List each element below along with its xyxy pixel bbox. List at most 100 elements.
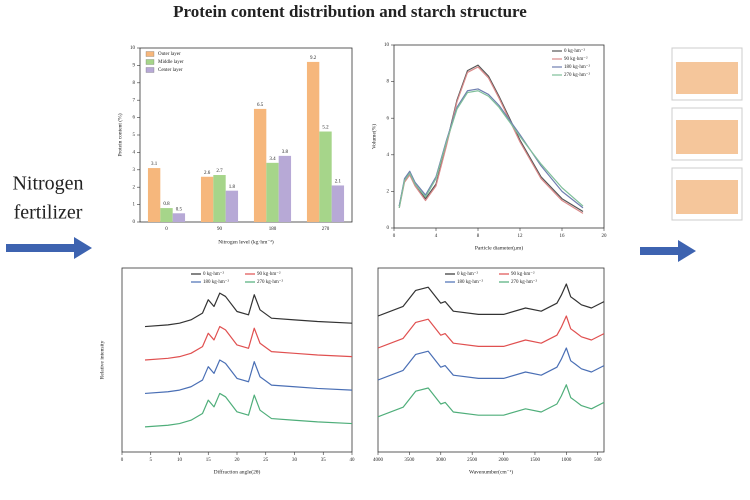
legend-label: 0 kg·hm⁻²	[457, 271, 478, 277]
bar	[160, 208, 173, 222]
x-tick-label: 1000	[561, 458, 572, 463]
legend-label: 270 kg·hm⁻²	[257, 279, 283, 285]
legend-swatch	[145, 59, 155, 65]
bar	[331, 185, 345, 222]
thumbnail-frame	[671, 167, 743, 221]
bar-value-label: 2.7	[216, 169, 223, 174]
bar-value-label: 3.4	[269, 157, 276, 162]
y-tick-label: 6	[133, 116, 136, 121]
bar	[319, 131, 332, 222]
bar	[278, 155, 292, 222]
legend-label: 270 kg·hm⁻²	[564, 72, 590, 78]
x-tick-label: 20	[235, 458, 241, 463]
series-line	[144, 325, 353, 361]
bar	[253, 108, 267, 222]
thumbnail-bars	[676, 120, 738, 154]
series-line	[398, 66, 584, 214]
x-tick-label: 8	[477, 234, 480, 239]
thumbnail-frame	[671, 107, 743, 161]
y-tick-label: 2	[133, 185, 136, 190]
y-axis-label: Relative intensity	[99, 340, 105, 379]
y-tick-label: 3	[133, 168, 136, 173]
arrow	[640, 240, 696, 262]
x-tick-label: 180	[269, 227, 277, 232]
y-tick-label: 0	[133, 220, 136, 225]
bar	[213, 175, 226, 222]
legend-label: 180 kg·hm⁻²	[457, 279, 483, 285]
x-axis-label: Wavenumber(cm⁻¹)	[469, 468, 513, 475]
x-tick-label: 1500	[530, 458, 541, 463]
y-axis-label: Volume(%)	[370, 124, 377, 149]
x-tick-label: 10	[177, 458, 183, 463]
x-tick-label: 500	[594, 458, 602, 463]
legend-label: 180 kg·hm⁻²	[203, 279, 229, 285]
bar-value-label: 0.5	[176, 207, 183, 212]
x-axis-label: Particle diameter(μm)	[475, 244, 523, 251]
x-tick-label: 4	[435, 234, 438, 239]
series-line	[377, 384, 605, 418]
legend-label: 0 kg·hm⁻²	[203, 271, 224, 277]
series-line	[398, 90, 584, 208]
bar	[200, 176, 214, 222]
legend-label: 0 kg·hm⁻²	[564, 48, 585, 54]
series-line	[377, 315, 605, 349]
x-tick-label: 16	[560, 234, 566, 239]
y-tick-label: 4	[133, 151, 136, 156]
x-tick-label: 90	[217, 227, 223, 232]
series-line	[377, 283, 605, 317]
bar-value-label: 0.8	[163, 202, 170, 207]
legend-label: 270 kg·hm⁻²	[511, 279, 537, 285]
y-tick-label: 2	[387, 190, 390, 195]
bar-value-label: 2.1	[335, 180, 342, 185]
x-tick-label: 5	[150, 458, 153, 463]
x-tick-label: 20	[602, 234, 608, 239]
legend-label: 90 kg·hm⁻²	[511, 271, 535, 277]
bar	[147, 168, 161, 222]
x-tick-label: 0	[393, 234, 396, 239]
bar	[225, 190, 239, 222]
legend-label: 90 kg·hm⁻²	[257, 271, 281, 277]
legend-label: 180 kg·hm⁻²	[564, 64, 590, 70]
y-tick-label: 8	[133, 81, 136, 86]
y-tick-label: 10	[130, 46, 136, 51]
bar	[306, 61, 320, 222]
legend-swatch	[145, 67, 155, 73]
x-tick-label: 12	[518, 234, 524, 239]
y-tick-label: 6	[387, 116, 390, 121]
bar	[172, 213, 186, 222]
y-tick-label: 0	[387, 226, 390, 231]
legend-swatch	[145, 51, 155, 57]
arrow	[6, 237, 92, 259]
y-axis-label: Protein content (%)	[116, 113, 123, 156]
bar	[266, 162, 279, 222]
page-title: Protein content distribution and starch …	[173, 2, 527, 21]
x-tick-label: 35	[321, 458, 327, 463]
y-tick-label: 10	[384, 43, 390, 48]
x-tick-label: 0	[165, 227, 168, 232]
y-tick-label: 1	[133, 203, 136, 208]
thumbnail-bars	[676, 62, 738, 94]
y-tick-label: 9	[133, 64, 136, 69]
x-tick-label: 270	[322, 227, 330, 232]
legend-label: Outer layer	[158, 52, 181, 57]
series-line	[144, 292, 353, 328]
legend-label: Center layer	[158, 68, 183, 73]
y-tick-label: 4	[387, 153, 390, 158]
thumbnail-frame	[671, 47, 743, 101]
thumbnail-bars	[676, 180, 738, 214]
x-tick-label: 4000	[373, 458, 384, 463]
bar-value-label: 9.2	[310, 56, 317, 61]
side-label: fertilizer	[14, 202, 83, 224]
x-tick-label: 30	[292, 458, 298, 463]
bar-value-label: 1.8	[229, 185, 236, 190]
y-tick-label: 7	[133, 98, 136, 103]
x-tick-label: 25	[263, 458, 269, 463]
plot-frame	[393, 44, 605, 229]
x-axis-label: Nitrogen level (kg·hm⁻²)	[218, 238, 274, 245]
bar-value-label: 3.8	[282, 150, 289, 155]
series-line	[144, 392, 353, 428]
legend-label: Middle layer	[158, 60, 184, 65]
x-tick-label: 3500	[404, 458, 415, 463]
